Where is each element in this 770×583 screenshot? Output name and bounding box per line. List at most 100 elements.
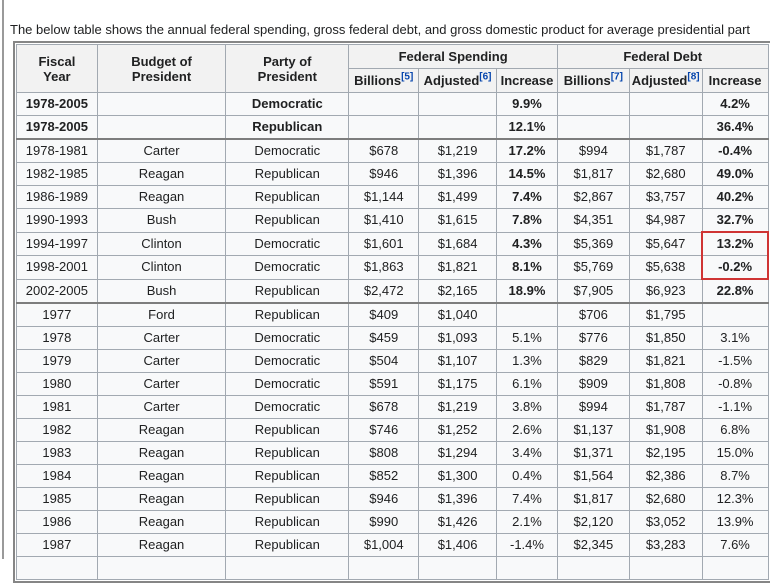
cell-spending-billions: $504 bbox=[348, 349, 420, 373]
cell-debt-billions: $909 bbox=[556, 372, 630, 396]
cell-spending-increase: 18.9% bbox=[496, 278, 558, 304]
cell-debt-increase: 8.7% bbox=[701, 464, 769, 488]
cell-debt-increase: 7.6% bbox=[701, 533, 769, 557]
cell-debt-increase: -0.8% bbox=[701, 372, 769, 396]
cell-spending-adjusted: $1,684 bbox=[418, 231, 498, 256]
cell-debt-billions bbox=[556, 556, 630, 580]
cell-spending-billions: $678 bbox=[348, 138, 420, 163]
cell-spending-billions: $990 bbox=[348, 510, 420, 534]
cell-debt-billions: $994 bbox=[556, 395, 630, 419]
table-row: 1987 Reagan Republican $1,004 $1,406 -1.… bbox=[16, 533, 769, 557]
cell-debt-adjusted bbox=[628, 92, 703, 116]
header-fiscal-year-line1: Fiscal bbox=[38, 53, 76, 69]
cell-party: Democratic bbox=[225, 92, 350, 116]
intro-text: The below table shows the annual federal… bbox=[10, 22, 751, 37]
cell-spending-adjusted: $1,406 bbox=[418, 533, 498, 557]
table-row bbox=[16, 556, 769, 580]
cell-debt-billions: $706 bbox=[556, 302, 630, 327]
header-fiscal-year: Fiscal Year bbox=[16, 44, 98, 93]
cell-spending-increase bbox=[496, 302, 558, 327]
cell-debt-increase: 12.3% bbox=[701, 487, 769, 511]
cell-debt-billions: $2,867 bbox=[556, 185, 630, 209]
cell-fiscal-year: 1985 bbox=[16, 487, 98, 511]
cell-fiscal-year: 1978-1981 bbox=[16, 138, 98, 163]
cell-debt-increase: -0.4% bbox=[701, 138, 769, 163]
cell-spending-adjusted: $1,175 bbox=[418, 372, 498, 396]
cell-debt-increase: -1.1% bbox=[701, 395, 769, 419]
cell-spending-adjusted bbox=[418, 92, 498, 116]
cell-president: Carter bbox=[96, 395, 227, 419]
header-spending-increase: Increase bbox=[496, 68, 558, 93]
table-row: 1985 Reagan Republican $946 $1,396 7.4% … bbox=[16, 487, 769, 511]
cell-spending-billions bbox=[348, 556, 420, 580]
ref-link-8[interactable]: [8] bbox=[687, 71, 700, 83]
cell-president: Reagan bbox=[96, 533, 227, 557]
cell-fiscal-year: 1978-2005 bbox=[16, 115, 98, 140]
cell-debt-increase-highlighted: -0.2% bbox=[701, 255, 769, 280]
cell-debt-adjusted: $3,283 bbox=[628, 533, 703, 557]
page-left-edge-line bbox=[2, 0, 4, 559]
cell-debt-billions: $1,371 bbox=[556, 441, 630, 465]
cell-fiscal-year: 1978-2005 bbox=[16, 92, 98, 116]
header-spending-adjusted: Adjusted[6] bbox=[418, 68, 498, 93]
cell-debt-billions: $5,769 bbox=[556, 255, 630, 280]
cell-debt-increase: 4.2% bbox=[701, 92, 769, 116]
table-row: 1981 Carter Democratic $678 $1,219 3.8% … bbox=[16, 395, 769, 419]
header-party-of-president: Party of President bbox=[225, 44, 350, 93]
cell-president: Ford bbox=[96, 302, 227, 327]
cell-party: Republican bbox=[225, 533, 350, 557]
table-row: 1977 Ford Republican $409 $1,040 $706 $1… bbox=[16, 302, 769, 327]
table-header: Fiscal Year Budget of President Party of Pr… bbox=[16, 44, 769, 93]
cell-president bbox=[96, 115, 227, 140]
header-debt-increase: Increase bbox=[701, 68, 769, 93]
cell-party: Republican bbox=[225, 441, 350, 465]
cell-spending-increase: 3.4% bbox=[496, 441, 558, 465]
table-row: 1982 Reagan Republican $746 $1,252 2.6% … bbox=[16, 418, 769, 442]
ref-link-6[interactable]: [6] bbox=[479, 71, 492, 83]
data-table-container: Fiscal Year Budget of President Party of Pr… bbox=[13, 41, 770, 583]
cell-spending-billions: $678 bbox=[348, 395, 420, 419]
table-row: 1978-2005 Republican 12.1% 36.4% bbox=[16, 115, 769, 140]
ref-link-7[interactable]: [7] bbox=[610, 71, 623, 83]
cell-fiscal-year: 1980 bbox=[16, 372, 98, 396]
cell-debt-adjusted: $2,386 bbox=[628, 464, 703, 488]
cell-debt-adjusted: $5,638 bbox=[628, 255, 703, 280]
cell-spending-increase: -1.4% bbox=[496, 533, 558, 557]
table-row: 1986-1989 Reagan Republican $1,144 $1,49… bbox=[16, 185, 769, 209]
ref-link-5[interactable]: [5] bbox=[401, 71, 414, 83]
cell-party: Democratic bbox=[225, 138, 350, 163]
cell-debt-billions: $1,817 bbox=[556, 162, 630, 186]
cell-spending-adjusted: $1,300 bbox=[418, 464, 498, 488]
cell-debt-increase: 6.8% bbox=[701, 418, 769, 442]
cell-debt-increase: -1.5% bbox=[701, 349, 769, 373]
cell-debt-adjusted: $2,680 bbox=[628, 487, 703, 511]
cell-debt-adjusted: $3,757 bbox=[628, 185, 703, 209]
table-row: 1978-1981 Carter Democratic $678 $1,219 … bbox=[16, 138, 769, 163]
cell-party: Republican bbox=[225, 302, 350, 327]
cell-president bbox=[96, 92, 227, 116]
cell-debt-billions bbox=[556, 92, 630, 116]
cell-debt-billions: $2,345 bbox=[556, 533, 630, 557]
cell-spending-billions: $1,004 bbox=[348, 533, 420, 557]
cell-spending-adjusted: $1,040 bbox=[418, 302, 498, 327]
cell-debt-adjusted: $1,787 bbox=[628, 138, 703, 163]
cell-debt-adjusted: $1,808 bbox=[628, 372, 703, 396]
table-row: 1978-2005 Democratic 9.9% 4.2% bbox=[16, 92, 769, 116]
table-body: 1978-2005 Democratic 9.9% 4.2% 1978-2005… bbox=[16, 92, 769, 580]
cell-spending-billions: $1,601 bbox=[348, 231, 420, 256]
cell-party: Republican bbox=[225, 464, 350, 488]
header-spending-billions: Billions[5] bbox=[348, 68, 420, 93]
cell-spending-increase: 0.4% bbox=[496, 464, 558, 488]
cell-fiscal-year: 1984 bbox=[16, 464, 98, 488]
cell-spending-billions: $1,144 bbox=[348, 185, 420, 209]
cell-spending-billions: $591 bbox=[348, 372, 420, 396]
cell-spending-adjusted bbox=[418, 556, 498, 580]
cell-party: Republican bbox=[225, 185, 350, 209]
cell-president: Reagan bbox=[96, 185, 227, 209]
header-debt-adjusted-label: Adjusted bbox=[631, 73, 688, 88]
cell-fiscal-year: 1994-1997 bbox=[16, 231, 98, 256]
cell-debt-billions: $5,369 bbox=[556, 231, 630, 256]
cell-spending-billions: $1,410 bbox=[348, 208, 420, 233]
cell-debt-adjusted: $5,647 bbox=[628, 231, 703, 256]
cell-spending-increase: 5.1% bbox=[496, 326, 558, 350]
